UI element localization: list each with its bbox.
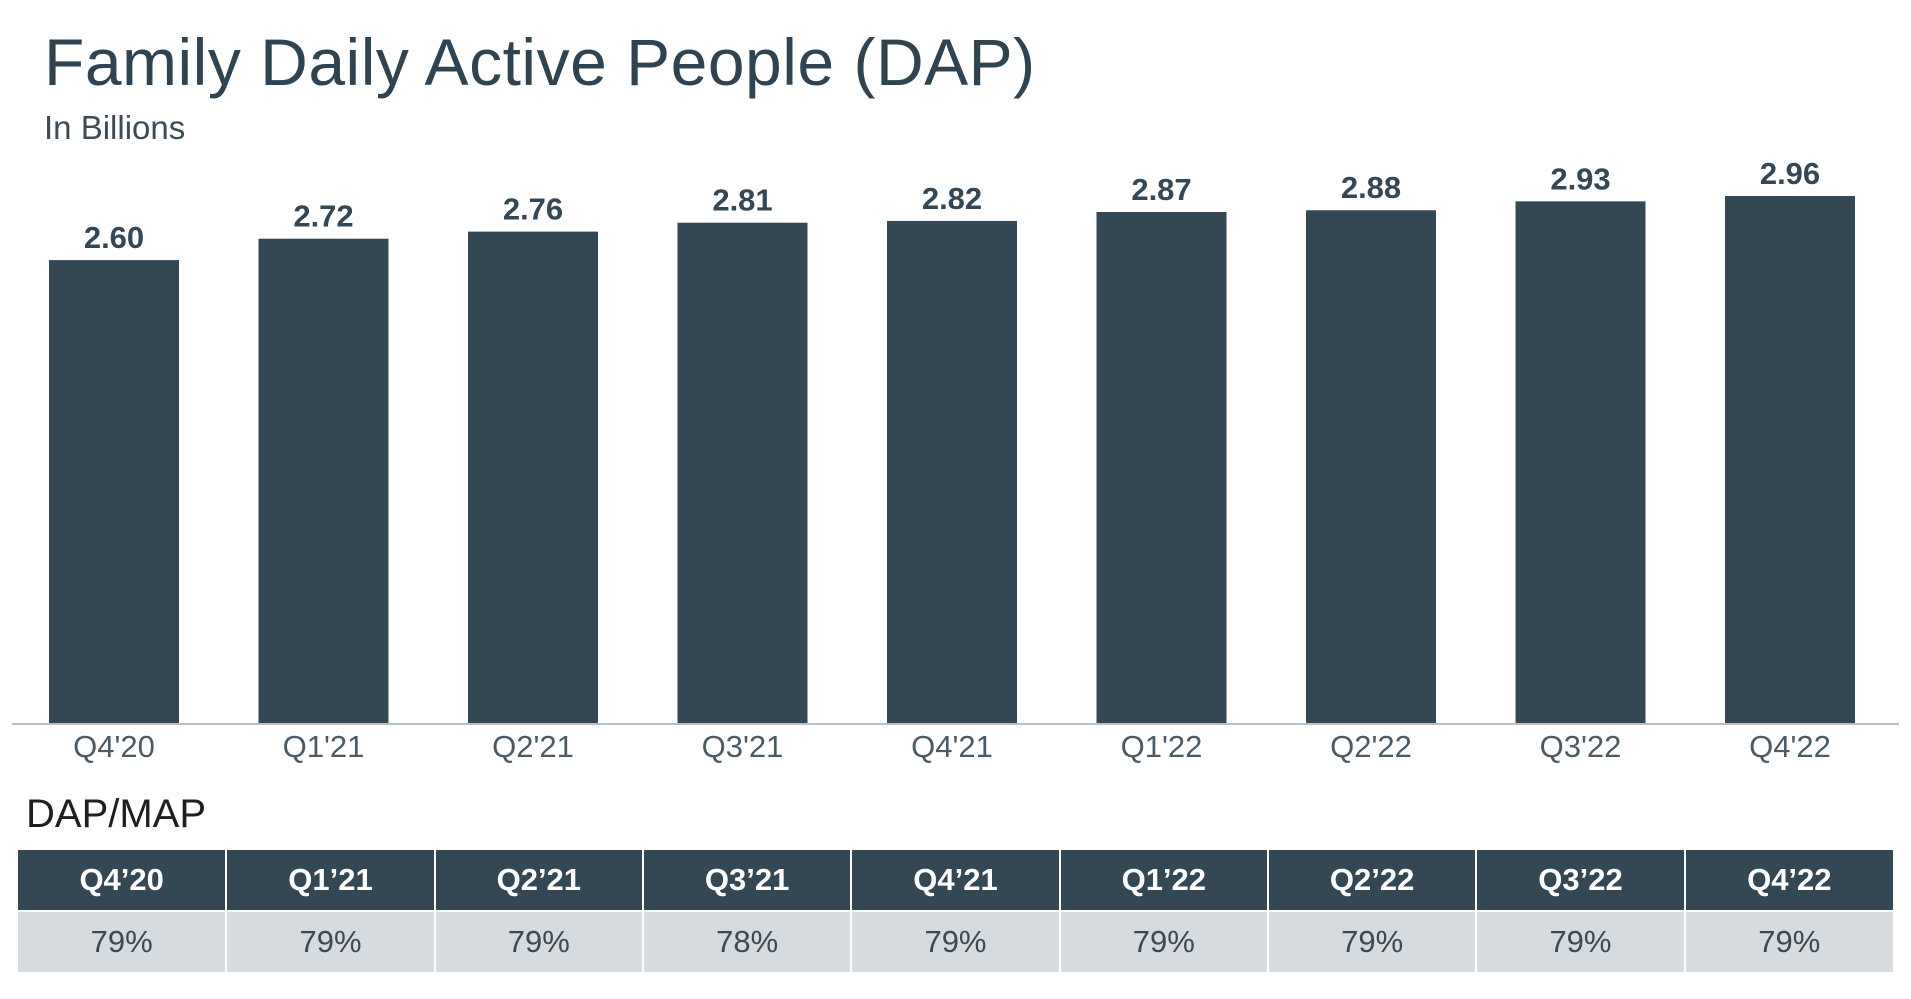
table-cell: 79%: [851, 910, 1061, 972]
table-header-cell: Q4’20: [18, 850, 228, 911]
bar-8: [1725, 196, 1855, 723]
tick-labels-layer: Q4'20 Q1'21 Q2'21 Q3'21 Q4'21 Q1'22 Q2'22 Q3'22…: [73, 729, 1831, 764]
bar-value-label: 2.87: [1131, 172, 1191, 207]
bar-chart: 2.60 2.72 2.76 2.81 2.82 2.87 2.88 2.93 2.96 Q4'…: [12, 156, 1899, 764]
bar-value-label: 2.81: [712, 183, 772, 218]
table-row: 79% 79% 79% 78% 79% 79% 79% 79% 79%: [18, 910, 1893, 972]
table-cell: 78%: [642, 910, 853, 972]
table-header-cell: Q3’22: [1476, 850, 1686, 911]
table-cell: 79%: [1684, 910, 1893, 972]
table-cell: 79%: [434, 910, 644, 972]
bar-value-label: 2.60: [84, 220, 144, 255]
x-tick-label: Q4'22: [1749, 729, 1831, 764]
bar-value-label: 2.72: [293, 199, 353, 234]
x-tick-label: Q1'22: [1121, 729, 1203, 764]
bar-value-label: 2.93: [1550, 161, 1610, 196]
bar-value-label: 2.76: [503, 192, 563, 227]
dap-map-table: Q4’20 Q1’21 Q2’21 Q3’21 Q4’21 Q1’22 Q2’22 Q3’22…: [18, 850, 1893, 972]
bars-layer: 2.60 2.72 2.76 2.81 2.82 2.87 2.88 2.93 2.96: [49, 156, 1855, 724]
x-tick-label: Q3'21: [702, 729, 784, 764]
bar-6: [1306, 210, 1436, 724]
table-header-cell: Q2’21: [434, 850, 644, 911]
table-header-cell: Q1’21: [226, 850, 436, 911]
table-header-cell: Q4’22: [1684, 850, 1893, 911]
chart-subtitle: In Billions: [44, 109, 186, 146]
bar-3: [677, 222, 808, 723]
chart-title: Family Daily Active People (DAP): [44, 25, 1036, 99]
x-tick-label: Q1'21: [283, 729, 365, 764]
bar-1: [258, 238, 389, 723]
table-header-cell: Q3’21: [642, 850, 853, 911]
x-tick-label: Q4'21: [911, 729, 993, 764]
x-tick-label: Q2'22: [1330, 729, 1412, 764]
table-header-cell: Q4’21: [851, 850, 1061, 911]
table-cell: 79%: [1267, 910, 1478, 972]
x-tick-label: Q4'20: [73, 729, 155, 764]
bar-value-label: 2.82: [922, 181, 982, 216]
table-cell: 79%: [18, 910, 228, 972]
bar-5: [1096, 212, 1227, 723]
bar-7: [1515, 201, 1646, 724]
bar-value-label: 2.96: [1760, 156, 1820, 191]
bar-value-label: 2.88: [1341, 170, 1401, 205]
bar-0: [49, 260, 179, 723]
bar-4: [887, 220, 1017, 724]
table-cell: 79%: [1476, 910, 1686, 972]
ratio-table-title: DAP/MAP: [26, 792, 207, 836]
table-header-cell: Q1’22: [1059, 850, 1269, 911]
bar-2: [468, 231, 598, 724]
table-cell: 79%: [226, 910, 436, 972]
x-tick-label: Q3'22: [1540, 729, 1622, 764]
table-cell: 79%: [1059, 910, 1269, 972]
table-header-row: Q4’20 Q1’21 Q2’21 Q3’21 Q4’21 Q1’22 Q2’22 Q3’22…: [18, 850, 1893, 911]
x-tick-label: Q2'21: [492, 729, 574, 764]
table-header-cell: Q2’22: [1267, 850, 1478, 911]
